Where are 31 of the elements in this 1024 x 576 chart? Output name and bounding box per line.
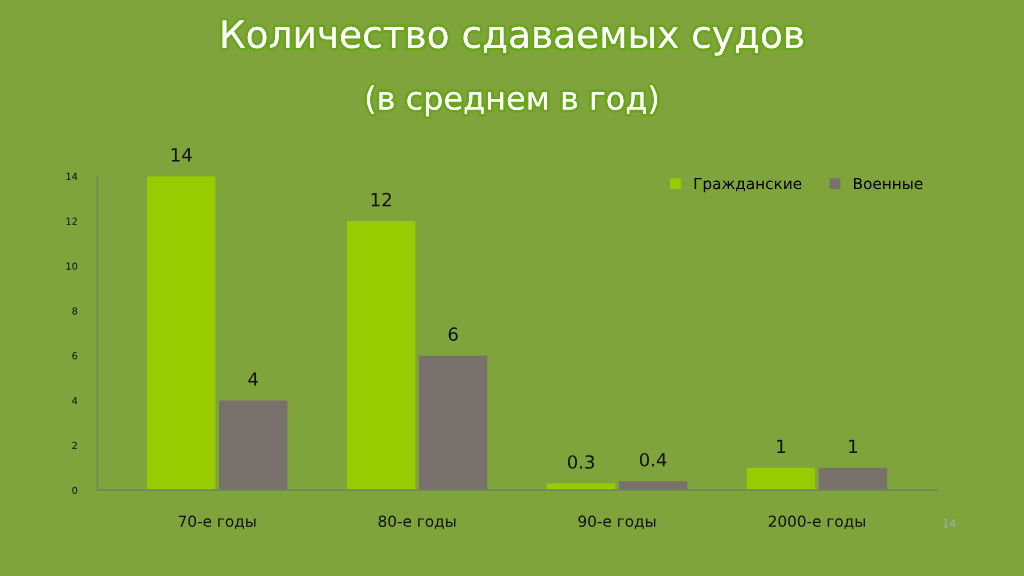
chart-subtitle: (в среднем в год): [366, 85, 658, 117]
bar: [818, 467, 888, 491]
chart-title: Количество сдаваемых судов: [222, 20, 803, 56]
data-label: 1: [849, 439, 858, 453]
x-tick-label: 70-е годы: [178, 515, 256, 529]
data-label: 1: [777, 439, 786, 453]
y-tick-label: 4: [72, 397, 78, 405]
y-tick-label: 0: [72, 486, 78, 495]
y-tick-label: 14: [66, 172, 78, 180]
y-tick-label: 12: [66, 217, 77, 225]
data-label: 6: [448, 327, 458, 342]
bar: [346, 221, 416, 491]
legend-label: Военные: [854, 177, 923, 190]
y-tick-label: 10: [66, 262, 78, 270]
y-tick-label: 6: [72, 352, 78, 360]
x-tick-label: 80-е годы: [378, 515, 456, 529]
y-tick-label: 2: [72, 441, 77, 450]
x-tick-label: 2000-е годы: [768, 515, 865, 529]
data-label: 4: [248, 372, 258, 386]
text: 14: [943, 519, 956, 528]
bar: [219, 400, 288, 491]
bar: [746, 467, 816, 491]
data-label: 0.3: [567, 455, 595, 469]
data-label: 0.4: [639, 452, 667, 467]
bar: [147, 176, 216, 491]
data-label: 12: [371, 192, 391, 207]
y-tick-label: 8: [72, 307, 78, 315]
data-label: 14: [171, 148, 192, 162]
legend-label: Гражданские: [694, 177, 802, 193]
x-tick-label: 90-е годы: [578, 515, 656, 529]
bar: [418, 355, 488, 491]
